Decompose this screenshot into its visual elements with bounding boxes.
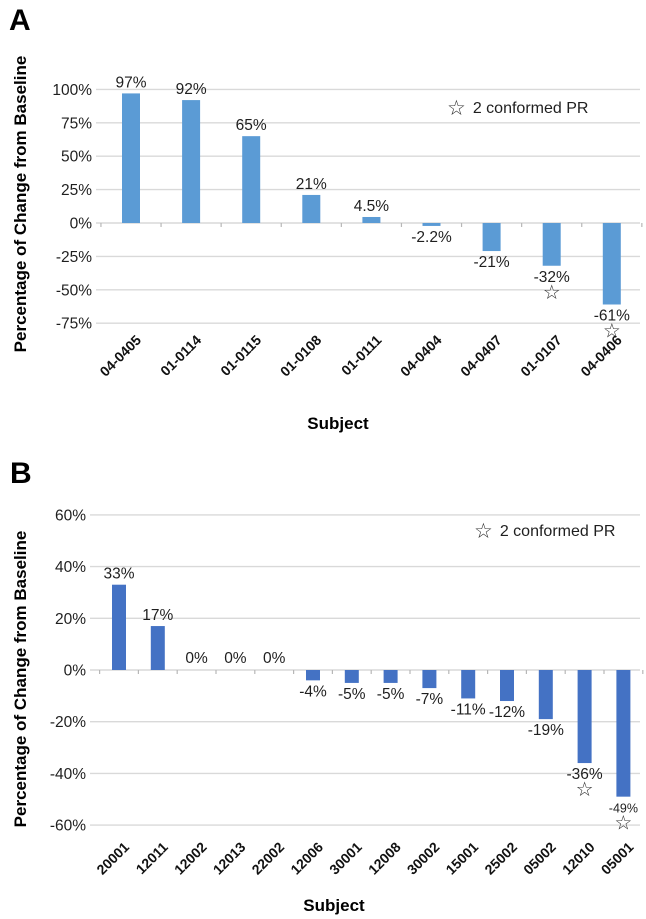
bar-value-label: -32% [534, 269, 570, 286]
y-tick-label: -75% [56, 316, 92, 333]
bar-value-label: -7% [416, 691, 444, 708]
bar-value-label: -5% [377, 686, 405, 703]
y-tick-label: -40% [50, 766, 86, 783]
x-tick-label: 12011 [133, 839, 171, 877]
y-tick-label: 50% [61, 149, 92, 166]
bar-value-label: 21% [296, 176, 327, 193]
confirmed-pr-star-icon: ☆ [614, 813, 632, 835]
bar [122, 93, 140, 224]
bar-value-label: 0% [224, 650, 247, 667]
bar-chart-a: 100% 75% 50% 25% 0% -25% -50% -75% 97% 04-0405 92%… [52, 74, 643, 380]
star-icon: ☆ [474, 520, 493, 543]
bar-value-label: 97% [115, 74, 146, 91]
x-tick-label: 04-0404 [397, 332, 445, 380]
bar [602, 223, 621, 305]
x-tick-label: 30001 [326, 839, 365, 878]
bar [482, 223, 501, 252]
bar [538, 670, 553, 720]
bar [302, 194, 321, 223]
x-tick-label: 15001 [442, 839, 481, 878]
x-tick-label: 01-0114 [157, 332, 204, 379]
bar [242, 136, 261, 223]
y-tick-label: 60% [55, 507, 86, 524]
x-tick-label: 12013 [210, 839, 249, 878]
bar-value-label: 65% [236, 117, 267, 134]
bar-chart-b: 60% 40% 20% 0% -20% -40% -60% 33% 20001 17% 12011 0… [50, 507, 644, 878]
x-tick-label: 22002 [248, 839, 287, 878]
x-tick-label: 01-0108 [277, 332, 325, 380]
x-tick-label: 20001 [93, 839, 132, 878]
bar [362, 216, 381, 223]
confirmed-pr-star-icon: ☆ [543, 282, 561, 304]
bar-value-label: -11% [451, 701, 486, 718]
y-tick-label: 0% [64, 663, 87, 680]
x-tick-label: 04-0406 [577, 332, 625, 380]
bar-value-label: 0% [185, 650, 208, 667]
legend-a: ☆ 2 conformed PR [447, 98, 588, 120]
bar [112, 584, 126, 670]
y-tick-label: 20% [55, 611, 86, 628]
confirmed-pr-star-icon: ☆ [603, 320, 621, 342]
bar [344, 670, 359, 683]
bar-value-label: -61% [594, 307, 630, 324]
bar-value-label: 92% [176, 81, 207, 98]
bar [577, 670, 592, 764]
y-tick-label: 75% [61, 115, 92, 132]
x-tick-label: 05002 [520, 839, 559, 878]
confirmed-pr-star-icon: ☆ [576, 779, 594, 801]
bar [306, 670, 320, 681]
y-tick-label: -20% [50, 714, 86, 731]
bar-value-label: -21% [474, 254, 510, 271]
y-tick-label: 25% [61, 182, 92, 199]
bar [542, 223, 561, 266]
bar-value-label: 0% [263, 650, 286, 667]
bar-value-label: 17% [142, 607, 173, 624]
x-tick-label: 05001 [598, 839, 637, 878]
y-tick-label: 100% [52, 82, 92, 99]
bar [422, 670, 437, 689]
legend-label-b: 2 conformed PR [499, 523, 616, 540]
x-tick-label: 12010 [559, 839, 598, 878]
star-icon: ☆ [447, 97, 466, 120]
x-tick-label: 30002 [404, 839, 443, 878]
y-tick-label: -50% [56, 282, 92, 299]
x-tick-label: 25002 [481, 839, 520, 878]
bar [461, 670, 476, 699]
legend-b: ☆ 2 conformed PR [474, 521, 615, 543]
bar [182, 100, 201, 223]
x-tick-label: 04-0407 [457, 332, 505, 380]
x-tick-label: 12006 [287, 839, 326, 878]
x-axis-title-a: Subject [307, 414, 369, 433]
bar-value-label: -4% [299, 683, 327, 700]
x-tick-label: 01-0115 [217, 332, 264, 379]
panel-a-label: A [9, 4, 32, 37]
bar [616, 670, 631, 797]
legend-label-a: 2 conformed PR [472, 100, 589, 117]
bar [500, 670, 514, 702]
bar [150, 626, 165, 670]
x-tick-label: 01-0107 [517, 332, 565, 380]
bar-value-label: -2.2% [411, 229, 452, 246]
bar [422, 223, 441, 226]
bar-value-label: 4.5% [354, 198, 390, 215]
bar-value-label: -19% [528, 722, 564, 739]
x-tick-label: 12008 [365, 839, 404, 878]
x-tick-label: 04-0405 [96, 332, 144, 380]
x-axis-title-b: Subject [303, 896, 365, 915]
y-tick-label: 0% [70, 216, 93, 233]
y-tick-label: -25% [56, 249, 92, 266]
bar [383, 670, 398, 683]
x-tick-label: 12002 [171, 839, 210, 878]
y-tick-label: 40% [55, 559, 86, 576]
y-tick-label: -60% [50, 818, 86, 835]
bar-value-label: -5% [338, 686, 366, 703]
bar-value-label: -36% [567, 766, 603, 783]
bar-value-label: -12% [489, 704, 525, 721]
panel-b-label: B [10, 457, 33, 490]
bar-value-label: 33% [103, 566, 134, 583]
bar-value-label: -49% [609, 802, 638, 816]
x-tick-label: 01-0111 [338, 332, 385, 379]
